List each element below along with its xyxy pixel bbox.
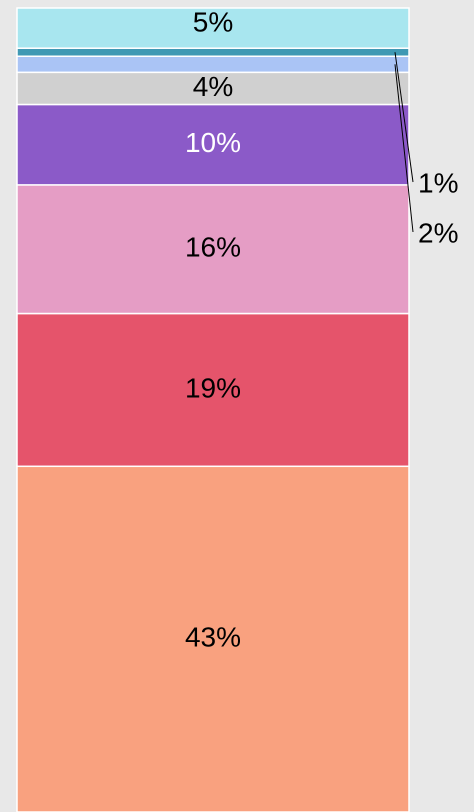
bar-segment (16, 465, 410, 812)
value-label: 16% (185, 232, 241, 263)
bar-segment (16, 71, 410, 106)
value-label: 5% (193, 6, 233, 37)
bar-segment (16, 7, 410, 49)
leader-line (394, 64, 414, 233)
value-label: 1% (418, 167, 458, 198)
leader-line (394, 52, 414, 183)
value-label: 19% (185, 372, 241, 403)
value-label: 4% (193, 71, 233, 102)
bar-segment (16, 55, 410, 74)
bar-segment (16, 103, 410, 186)
value-label: 10% (185, 127, 241, 158)
bar-segment (16, 312, 410, 468)
bar-segment (16, 47, 410, 57)
value-label: 2% (418, 217, 458, 248)
value-label: 43% (185, 622, 241, 653)
bar-segment (16, 184, 410, 315)
